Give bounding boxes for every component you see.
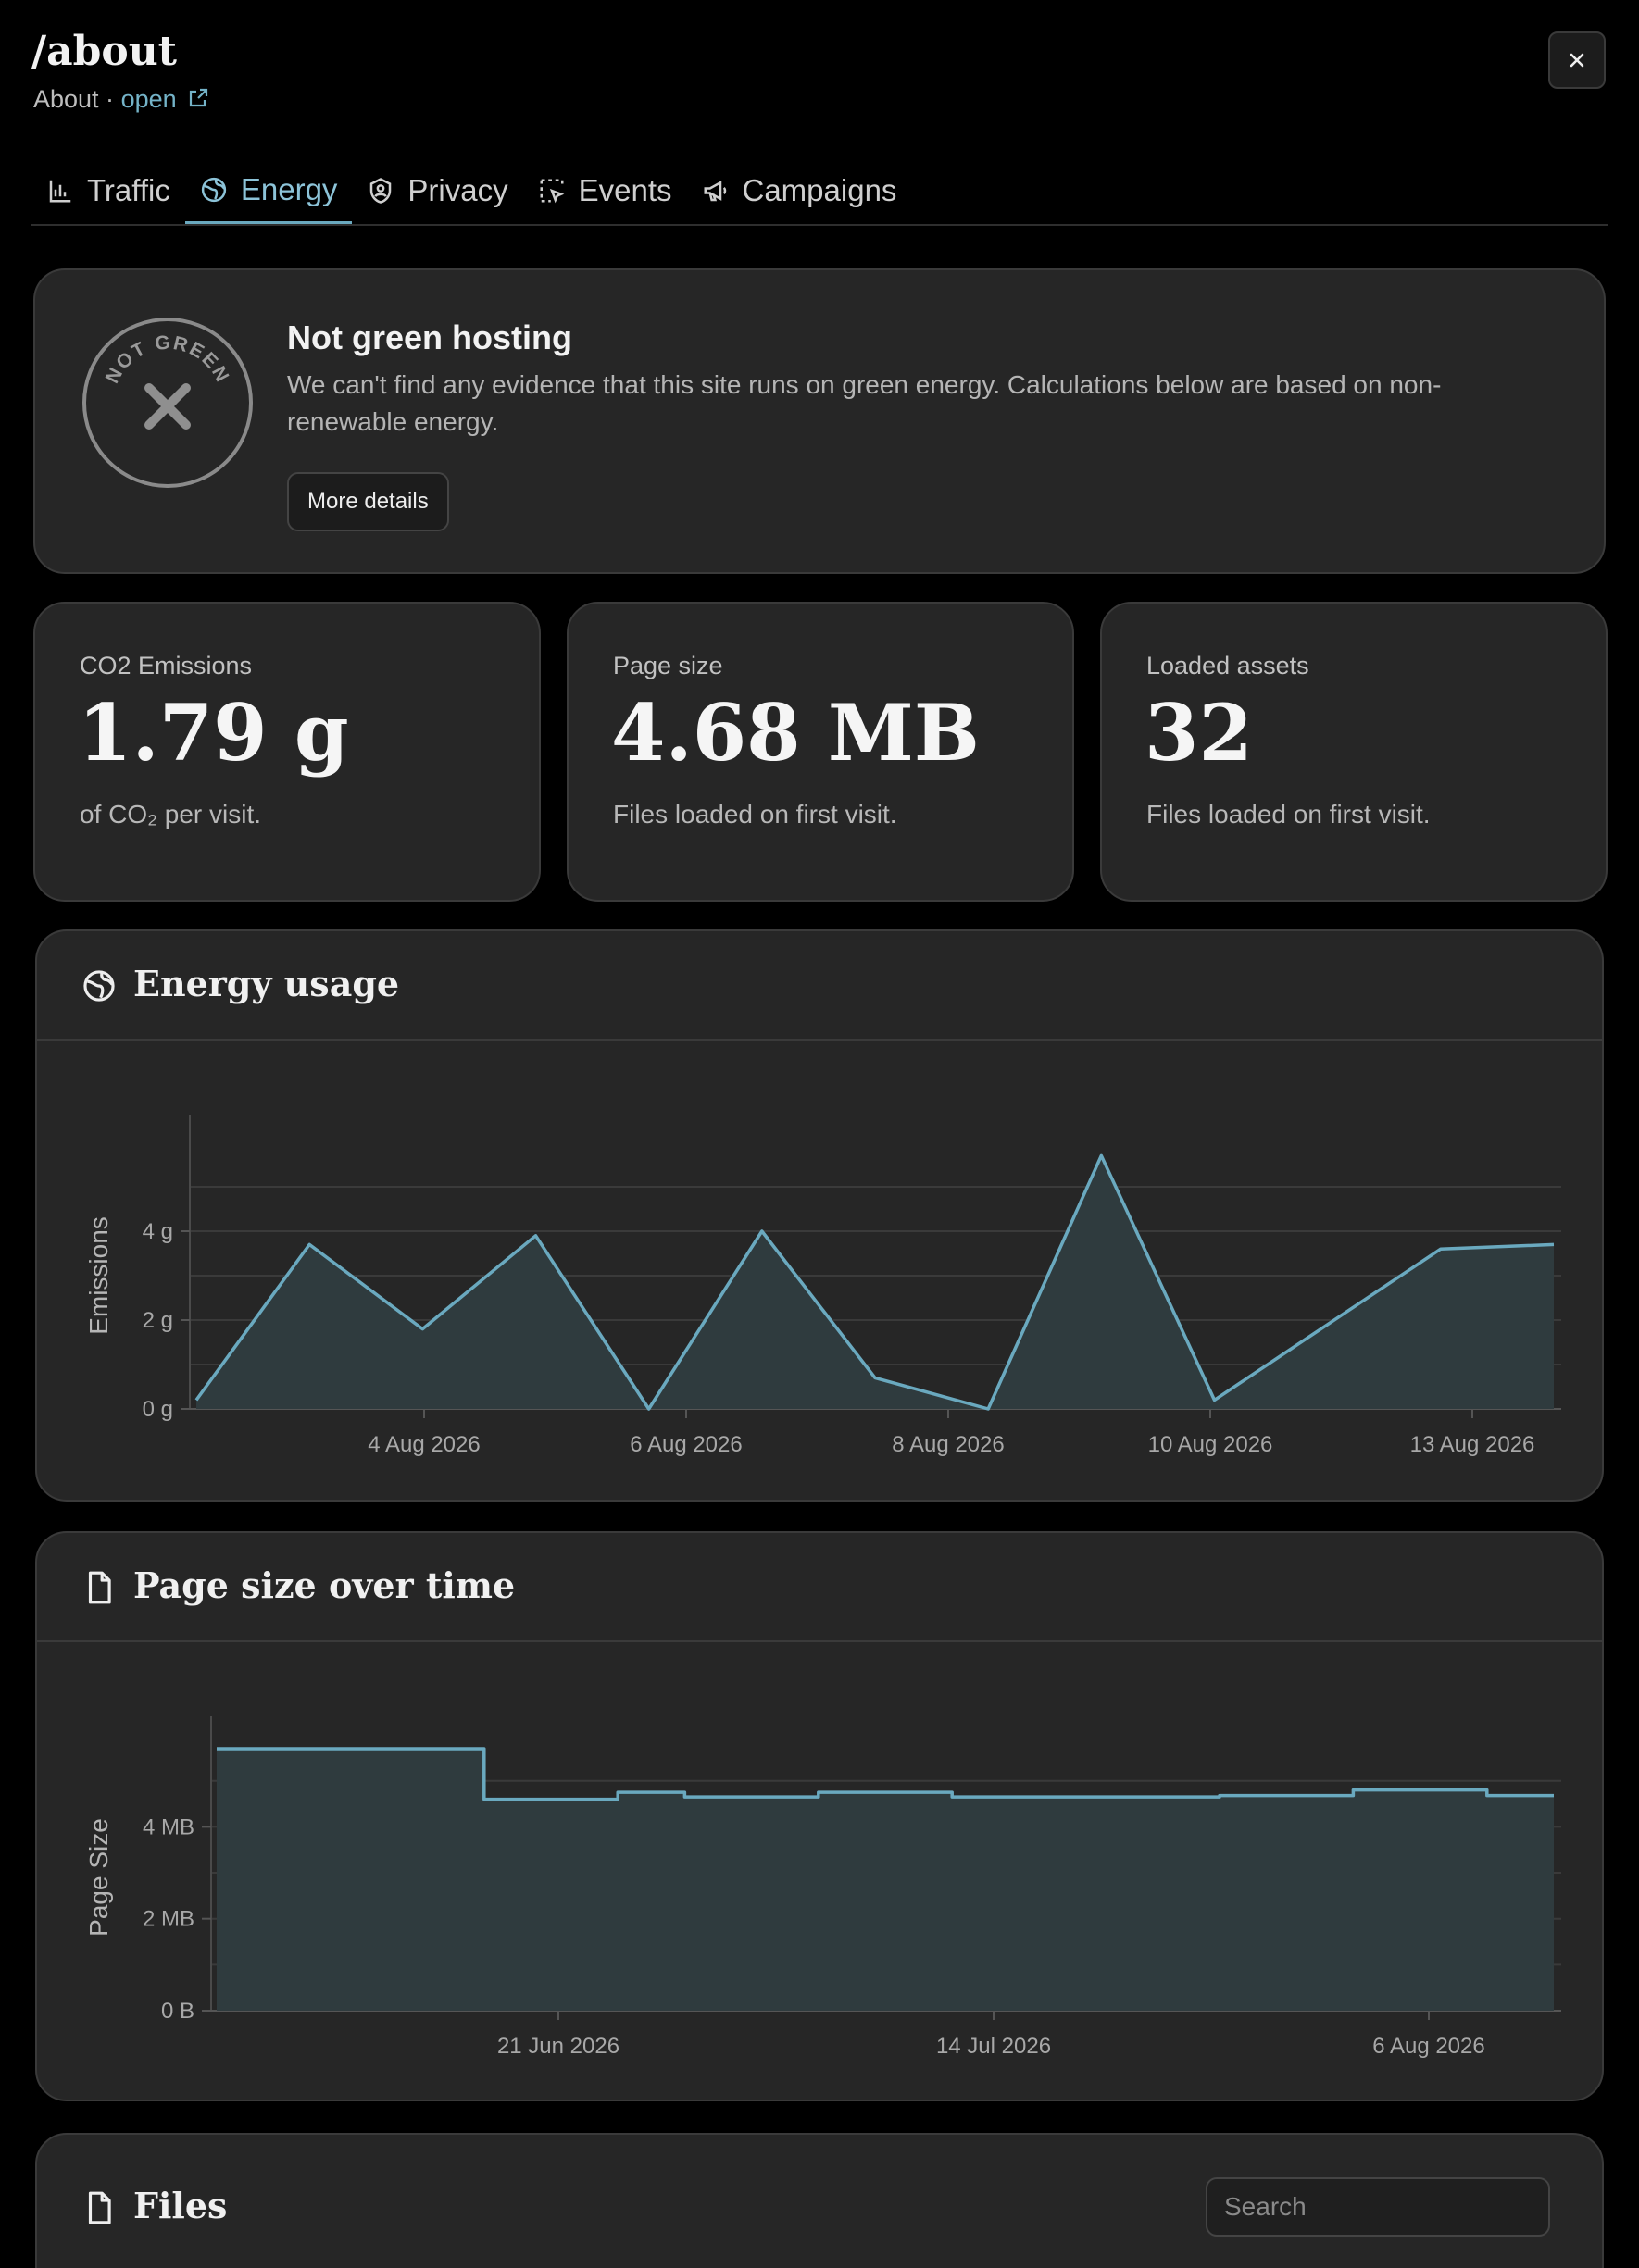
page-size-panel: Page size over time 0 B 2 MB 4 MB 21 Jun 20… xyxy=(35,1531,1604,2101)
y-tick-label: 0 B xyxy=(161,1999,194,2024)
page-subtitle: About · open xyxy=(33,85,209,114)
leaf-globe-icon xyxy=(201,177,226,202)
y-tick-label: 0 g xyxy=(143,1397,173,1422)
file-icon xyxy=(88,1571,111,1604)
not-green-badge-icon: NOT GREEN xyxy=(82,318,253,488)
badge-text: NOT GREEN xyxy=(102,332,232,387)
stat-label: Page size xyxy=(613,652,723,679)
x-tick-label: 6 Aug 2026 xyxy=(1372,2034,1484,2059)
file-icon xyxy=(88,2191,111,2224)
hosting-title: Not green hosting xyxy=(287,318,572,356)
stat-desc: Files loaded on first visit. xyxy=(613,800,897,829)
x-tick-label: 21 Jun 2026 xyxy=(497,2034,619,2059)
cursor-select-icon xyxy=(540,179,564,204)
tab-energy[interactable]: Energy xyxy=(184,157,353,224)
files-panel: Files xyxy=(35,2133,1604,2268)
stat-value: 32 xyxy=(1145,687,1253,779)
x-tick-label: 4 Aug 2026 xyxy=(368,1432,480,1457)
page-title: /about xyxy=(31,28,178,75)
y-tick-label: 2 g xyxy=(143,1308,173,1333)
tab-label: Campaigns xyxy=(742,173,897,207)
tab-label: Energy xyxy=(240,171,338,206)
panel-header: Page size over time xyxy=(37,1533,1602,1642)
hosting-description: We can't find any evidence that this sit… xyxy=(287,370,1442,436)
panel-title: Files xyxy=(133,2185,228,2226)
stat-desc: Files loaded on first visit. xyxy=(1146,800,1431,829)
panel-title: Page size over time xyxy=(133,1564,516,1606)
tab-campaigns[interactable]: Campaigns xyxy=(687,157,912,224)
series-line xyxy=(217,1747,1554,1801)
series-area xyxy=(217,1748,1554,2011)
page-size-chart: 0 B 2 MB 4 MB 21 Jun 2026 14 Jul 2026 6 Aug 2… xyxy=(84,1716,1561,2059)
x-tick-label: 13 Aug 2026 xyxy=(1410,1432,1535,1457)
stat-value: 4.68 MB xyxy=(611,687,980,779)
y-tick-label: 2 MB xyxy=(143,1907,194,1932)
y-tick-label: 4 MB xyxy=(143,1814,194,1839)
stat-desc: of CO₂ per visit. xyxy=(80,800,262,829)
stat-card-loaded-assets: Loaded assets 32 Files loaded on first v… xyxy=(1100,602,1608,902)
stat-label: CO2 Emissions xyxy=(80,652,253,679)
tab-privacy[interactable]: Privacy xyxy=(352,157,522,224)
panel-title: Energy usage xyxy=(133,963,400,1004)
x-tick-label: 6 Aug 2026 xyxy=(630,1432,742,1457)
external-link-icon[interactable] xyxy=(187,87,209,109)
tab-bar: Traffic Energy Privacy Events Campaigns xyxy=(31,157,1608,226)
y-axis-label: Page Size xyxy=(84,1818,113,1937)
stat-card-co2: CO2 Emissions 1.79 g of CO₂ per visit. xyxy=(33,602,541,902)
stat-value: 1.79 g xyxy=(78,687,349,779)
stat-label: Loaded assets xyxy=(1146,652,1309,679)
subtitle-prefix: About · xyxy=(33,85,121,113)
x-tick-label: 14 Jul 2026 xyxy=(936,2034,1051,2059)
energy-usage-panel: Energy usage 0 g 2 g 4 g 4 Aug 2026 6 Aug 20… xyxy=(35,929,1604,1502)
hosting-status-card: NOT GREEN Not green hosting We can't fin… xyxy=(33,268,1606,574)
close-icon xyxy=(1570,53,1584,68)
close-button[interactable] xyxy=(1548,31,1606,89)
tab-events[interactable]: Events xyxy=(523,157,687,224)
leaf-globe-icon xyxy=(83,970,115,1002)
x-tick-label: 8 Aug 2026 xyxy=(892,1432,1004,1457)
open-link[interactable]: open xyxy=(120,85,177,113)
tab-traffic[interactable]: Traffic xyxy=(31,157,185,224)
stat-card-page-size: Page size 4.68 MB Files loaded on first … xyxy=(567,602,1074,902)
bar-chart-icon xyxy=(49,180,71,203)
energy-usage-chart: 0 g 2 g 4 g 4 Aug 2026 6 Aug 2026 8 Aug 2026 1… xyxy=(84,1115,1561,1457)
megaphone-icon xyxy=(704,181,726,202)
x-tick-label: 10 Aug 2026 xyxy=(1148,1432,1273,1457)
panel-header: Energy usage xyxy=(37,931,1602,1041)
series-line xyxy=(194,1153,1555,1411)
more-details-button[interactable]: More details xyxy=(287,472,449,531)
tab-label: Traffic xyxy=(87,173,170,207)
y-tick-label: 4 g xyxy=(143,1219,173,1244)
files-search-input[interactable] xyxy=(1206,2177,1550,2237)
series-area xyxy=(196,1155,1554,1409)
shield-icon xyxy=(370,178,392,204)
tab-label: Events xyxy=(578,173,672,207)
tab-label: Privacy xyxy=(407,173,508,207)
svg-text:NOT GREEN: NOT GREEN xyxy=(102,332,234,387)
y-axis-label: Emissions xyxy=(84,1216,113,1335)
